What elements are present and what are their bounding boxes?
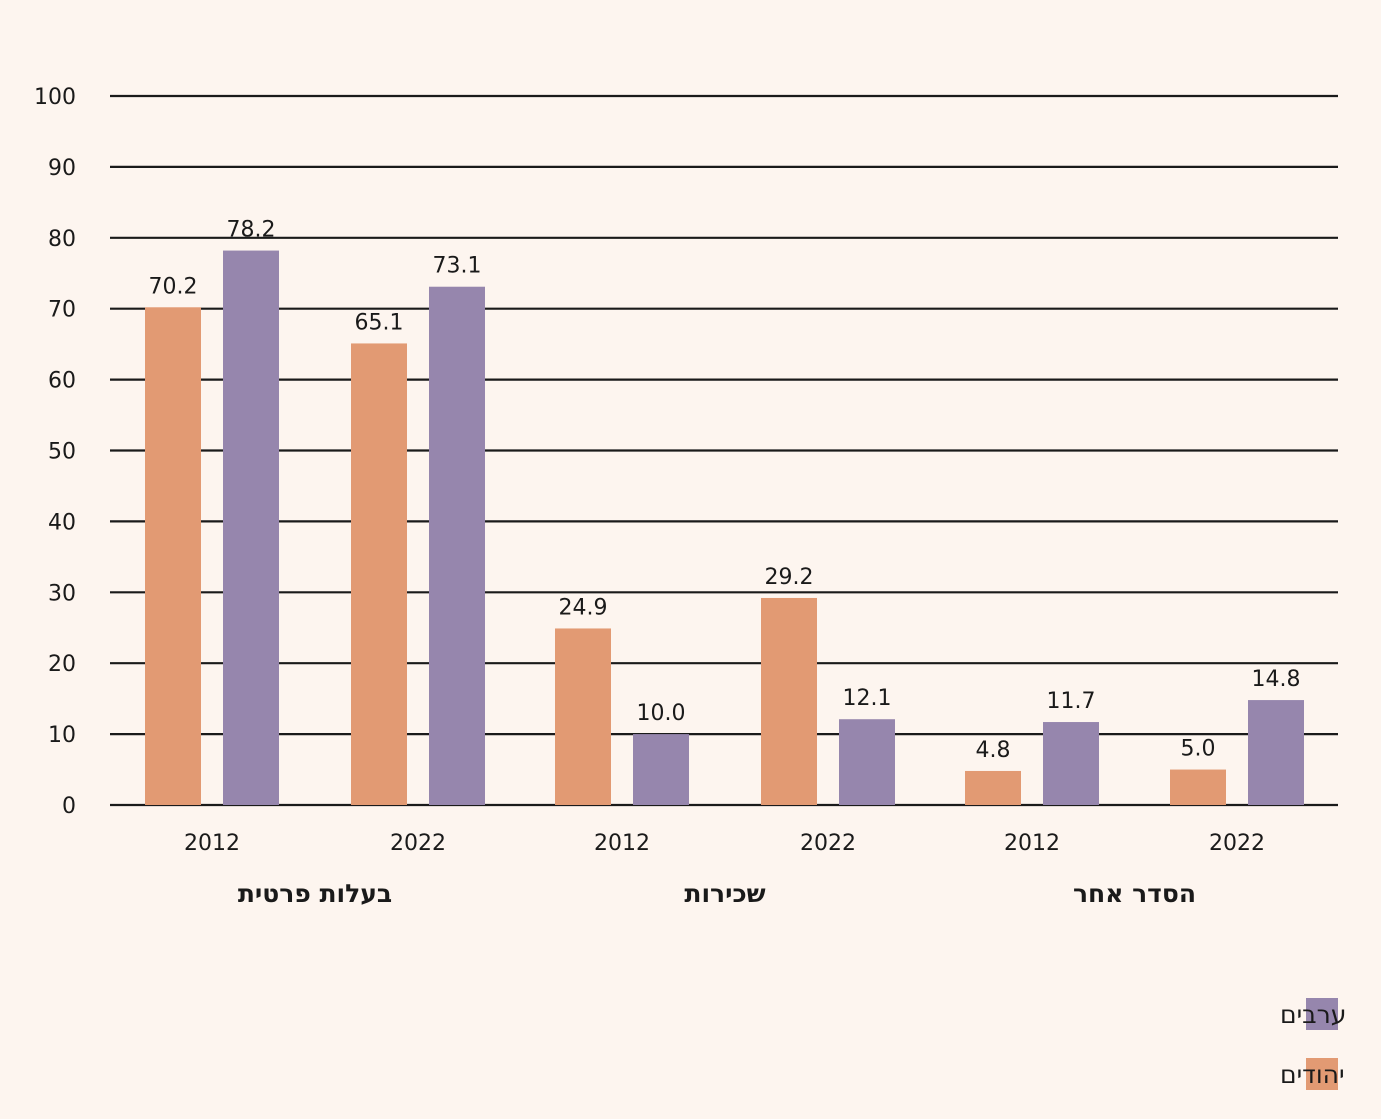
x-group-label: הסדר אחר xyxy=(1073,879,1196,908)
bar-arabs-2022 xyxy=(1248,700,1304,805)
legend-swatch-arabs xyxy=(1306,998,1338,1030)
x-tick-label-year: 2022 xyxy=(390,831,446,856)
data-label: 14.8 xyxy=(1252,667,1301,692)
bar-arabs-2012 xyxy=(223,250,279,805)
x-tick-label-year: 2022 xyxy=(800,831,856,856)
legend-label-jews: יהודים xyxy=(1280,1060,1345,1089)
data-label: 12.1 xyxy=(843,686,892,711)
x-tick-label-year: 2012 xyxy=(1004,831,1060,856)
legend-label-arabs: ערבים xyxy=(1280,1000,1346,1029)
y-tick-label: 50 xyxy=(48,440,76,465)
x-axis-labels: 2012 2022 בעלות פרטית 2012 2022 שכירות 2012 202… xyxy=(184,831,1265,908)
y-tick-label: 90 xyxy=(48,156,76,181)
legend-swatch-jews xyxy=(1306,1058,1338,1090)
data-label: 78.2 xyxy=(227,218,276,243)
bar-arabs-2022 xyxy=(839,719,895,805)
bars xyxy=(145,250,1304,805)
data-label: 4.8 xyxy=(976,738,1011,763)
data-labels: 70.2 78.2 65.1 73.1 24.9 10.0 29.2 12.1 4.8 11.7 5… xyxy=(149,218,1301,763)
x-tick-label-year: 2012 xyxy=(594,831,650,856)
x-tick-label-year: 2012 xyxy=(184,831,240,856)
data-label: 11.7 xyxy=(1047,689,1096,714)
data-label: 29.2 xyxy=(765,565,814,590)
y-tick-label: 100 xyxy=(34,85,76,110)
bar-jews-2012 xyxy=(145,307,201,805)
y-axis-ticks: 0 10 20 30 40 50 60 70 80 90 100 xyxy=(34,85,76,819)
x-group-label: בעלות פרטית xyxy=(238,879,392,908)
bar-jews-2022 xyxy=(761,597,817,805)
y-tick-label: 60 xyxy=(48,369,76,394)
bar-arabs-2022 xyxy=(429,286,485,805)
bar-jews-2022 xyxy=(1170,769,1226,805)
y-tick-label: 0 xyxy=(62,794,76,819)
y-tick-label: 30 xyxy=(48,581,76,606)
data-label: 5.0 xyxy=(1181,737,1216,762)
x-group-label: שכירות xyxy=(684,879,765,908)
y-tick-label: 70 xyxy=(48,298,76,323)
data-label: 65.1 xyxy=(355,310,404,335)
legend: ערבים יהודים xyxy=(1280,998,1346,1090)
data-label: 70.2 xyxy=(149,274,198,299)
bar-jews-2012 xyxy=(965,770,1021,805)
y-tick-label: 10 xyxy=(48,723,76,748)
y-tick-label: 40 xyxy=(48,510,76,535)
y-tick-label: 80 xyxy=(48,227,76,252)
x-tick-label-year: 2022 xyxy=(1209,831,1265,856)
y-tick-label: 20 xyxy=(48,652,76,677)
data-label: 10.0 xyxy=(637,701,686,726)
bar-jews-2022 xyxy=(351,343,407,805)
bar-jews-2012 xyxy=(555,628,611,805)
data-label: 24.9 xyxy=(559,595,608,620)
gridlines xyxy=(110,94,1338,807)
bar-arabs-2012 xyxy=(633,734,689,805)
data-label: 73.1 xyxy=(433,254,482,279)
bar-arabs-2012 xyxy=(1043,722,1099,805)
